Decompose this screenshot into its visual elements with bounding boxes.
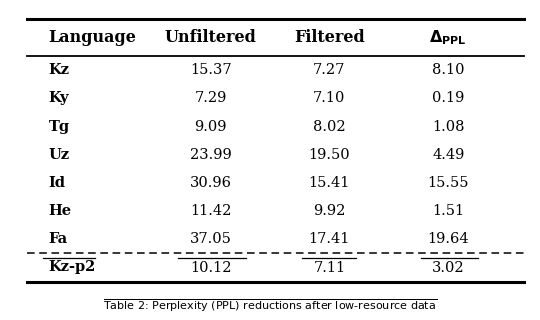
Text: Unfiltered: Unfiltered	[165, 29, 256, 46]
Text: 30.96: 30.96	[190, 176, 232, 190]
Text: Kz: Kz	[49, 63, 70, 77]
Text: He: He	[49, 204, 72, 218]
Text: 8.02: 8.02	[313, 119, 346, 133]
Text: 9.09: 9.09	[194, 119, 227, 133]
Text: Language: Language	[49, 29, 137, 46]
Text: 1.08: 1.08	[432, 119, 464, 133]
Text: Kz-p2: Kz-p2	[49, 260, 96, 275]
Text: 9.92: 9.92	[313, 204, 346, 218]
Text: Filtered: Filtered	[294, 29, 365, 46]
Text: Id: Id	[49, 176, 65, 190]
Text: $\mathbf{\Delta}_{\mathbf{PPL}}$: $\mathbf{\Delta}_{\mathbf{PPL}}$	[429, 28, 467, 47]
Text: 7.10: 7.10	[313, 91, 346, 105]
Text: 7.29: 7.29	[194, 91, 227, 105]
Text: 23.99: 23.99	[190, 148, 232, 162]
Text: Uz: Uz	[49, 148, 70, 162]
Text: 15.41: 15.41	[309, 176, 350, 190]
Text: 7.11: 7.11	[313, 260, 346, 275]
Text: 3.02: 3.02	[432, 260, 464, 275]
Text: Tg: Tg	[49, 119, 70, 133]
Text: 17.41: 17.41	[309, 232, 350, 246]
Text: 19.64: 19.64	[427, 232, 469, 246]
Text: 15.55: 15.55	[428, 176, 469, 190]
Text: 11.42: 11.42	[190, 204, 231, 218]
Text: $\overline{\text{Table 2: Perplexity (PPL) reductions after low-resource data}}$: $\overline{\text{Table 2: Perplexity (PP…	[103, 297, 437, 314]
Text: 1.51: 1.51	[432, 204, 464, 218]
Text: 7.27: 7.27	[313, 63, 346, 77]
Text: 15.37: 15.37	[190, 63, 232, 77]
Text: 8.10: 8.10	[432, 63, 464, 77]
Text: Fa: Fa	[49, 232, 68, 246]
Text: Ky: Ky	[49, 91, 69, 105]
Text: 37.05: 37.05	[190, 232, 232, 246]
Text: 4.49: 4.49	[432, 148, 464, 162]
Text: 19.50: 19.50	[308, 148, 350, 162]
Text: 0.19: 0.19	[432, 91, 464, 105]
Text: 10.12: 10.12	[190, 260, 231, 275]
